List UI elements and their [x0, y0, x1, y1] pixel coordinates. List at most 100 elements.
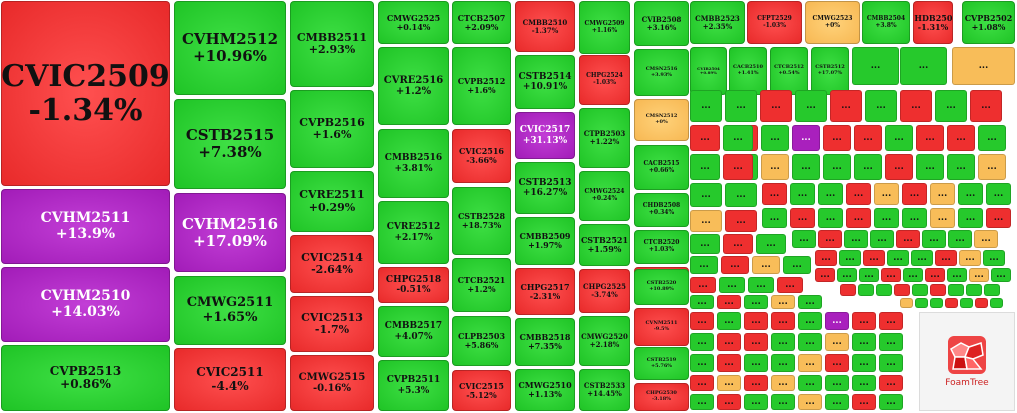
- small-tile[interactable]: ...: [717, 354, 741, 372]
- small-tile[interactable]: ...: [771, 354, 795, 372]
- small-tile[interactable]: ...: [852, 375, 876, 391]
- small-tile[interactable]: ...: [852, 354, 876, 372]
- tile-chpg2524[interactable]: CHPG2524 -1.03%: [579, 55, 630, 105]
- small-tile[interactable]: ...: [760, 90, 792, 122]
- tile-cvic2511[interactable]: CVIC2511 -4.4%: [174, 348, 286, 411]
- small-tile[interactable]: ...: [761, 125, 789, 151]
- small-tile[interactable]: ...: [969, 268, 989, 282]
- tile-cvpb2511[interactable]: CVPB2511 +5.3%: [378, 360, 449, 411]
- tile-cstb2520[interactable]: CSTB2520 +10.89%: [634, 269, 689, 305]
- small-tile[interactable]: ...: [959, 250, 981, 266]
- tile-cvre2511[interactable]: CVRE2511 +0.29%: [290, 171, 374, 232]
- small-tile[interactable]: ...: [798, 354, 822, 372]
- small-tile[interactable]: ...: [690, 354, 714, 372]
- small-tile[interactable]: ...: [798, 375, 822, 391]
- tile-cvhm2512[interactable]: CVHM2512 +10.96%: [174, 1, 286, 95]
- small-tile[interactable]: [912, 284, 928, 296]
- tile-cmbb2517[interactable]: CMBB2517 +4.07%: [378, 306, 449, 357]
- tile-cstb2533[interactable]: CSTB2533 +14.45%: [579, 369, 630, 411]
- small-tile[interactable]: ...: [798, 295, 822, 309]
- small-tile[interactable]: ...: [783, 256, 811, 274]
- small-tile[interactable]: ...: [837, 268, 857, 282]
- tile-cmbb2518[interactable]: CMBB2518 +7.35%: [515, 318, 575, 366]
- small-tile[interactable]: ...: [748, 277, 774, 293]
- small-tile[interactable]: ...: [935, 90, 967, 122]
- tile-chpg2517[interactable]: CHPG2517 -2.31%: [515, 268, 575, 315]
- small-tile[interactable]: ...: [922, 230, 946, 248]
- tile-cvhm2516[interactable]: CVHM2516 +17.09%: [174, 193, 286, 272]
- small-tile[interactable]: ...: [723, 125, 753, 151]
- small-tile[interactable]: ...: [762, 208, 787, 228]
- tile-cmbb2504[interactable]: CMBB2504 +3.8%: [862, 1, 910, 44]
- small-tile[interactable]: ...: [947, 268, 967, 282]
- tile-cstb2528[interactable]: CSTB2528 +18.73%: [452, 187, 511, 255]
- tile-cvpb2513[interactable]: CVPB2513 +0.86%: [1, 345, 170, 411]
- tile-cmwg2523[interactable]: CMWG2523 +0%: [805, 1, 860, 44]
- small-tile[interactable]: ...: [790, 183, 815, 205]
- tile-cmbb2523[interactable]: CMBB2523 +2.35%: [690, 1, 745, 44]
- tile-cmwg2524[interactable]: CMWG2524 +0.24%: [579, 171, 630, 221]
- small-tile[interactable]: ...: [815, 250, 837, 266]
- small-tile[interactable]: ...: [690, 154, 720, 180]
- tile-cmbb2511[interactable]: CMBB2511 +2.93%: [290, 1, 374, 87]
- tile-cvhm2511[interactable]: CVHM2511 +13.9%: [1, 189, 170, 264]
- small-tile[interactable]: ...: [815, 268, 835, 282]
- tile-cvib2508[interactable]: CVIB2508 +3.16%: [634, 1, 689, 46]
- small-tile[interactable]: ...: [930, 183, 955, 205]
- small-tile[interactable]: ...: [902, 208, 927, 228]
- tile-cacb2515[interactable]: CACB2515 +0.66%: [634, 145, 689, 190]
- small-tile[interactable]: ...: [916, 154, 944, 180]
- tile-chpg2525[interactable]: CHPG2525 -3.74%: [579, 269, 630, 313]
- tile-cmwg2515[interactable]: CMWG2515 -0.16%: [290, 355, 374, 411]
- small-tile[interactable]: ...: [885, 125, 913, 151]
- small-tile[interactable]: ...: [902, 183, 927, 205]
- tile-cstb2514[interactable]: CSTB2514 +10.91%: [515, 55, 575, 109]
- small-tile[interactable]: ...: [690, 375, 714, 391]
- small-tile[interactable]: ...: [887, 250, 909, 266]
- small-tile[interactable]: ...: [952, 47, 1015, 85]
- small-tile[interactable]: ...: [978, 125, 1006, 151]
- small-tile[interactable]: ...: [690, 256, 718, 274]
- tile-cvic2517[interactable]: CVIC2517 +31.13%: [515, 112, 575, 159]
- tile-chdb2508[interactable]: CHDB2508 +0.34%: [634, 193, 689, 227]
- small-tile[interactable]: ...: [752, 256, 780, 274]
- small-tile[interactable]: ...: [881, 268, 901, 282]
- small-tile[interactable]: ...: [865, 90, 897, 122]
- small-tile[interactable]: [975, 298, 988, 308]
- small-tile[interactable]: [840, 284, 856, 296]
- tile-cvic2514[interactable]: CVIC2514 -2.64%: [290, 235, 374, 293]
- small-tile[interactable]: ...: [761, 154, 789, 180]
- small-tile[interactable]: ...: [825, 375, 849, 391]
- small-tile[interactable]: ...: [879, 394, 903, 410]
- tile-cmbb2516[interactable]: CMBB2516 +3.81%: [378, 129, 449, 198]
- tile-cstb2521[interactable]: CSTB2521 +1.59%: [579, 224, 630, 266]
- small-tile[interactable]: ...: [725, 210, 757, 232]
- small-tile[interactable]: ...: [830, 90, 862, 122]
- small-tile[interactable]: ...: [717, 333, 741, 351]
- small-tile[interactable]: ...: [930, 208, 955, 228]
- tile-cmwg2525[interactable]: CMWG2525 +0.14%: [378, 1, 449, 44]
- tile-cmbb2509[interactable]: CMBB2509 +1.97%: [515, 217, 575, 265]
- small-tile[interactable]: [966, 284, 982, 296]
- small-tile[interactable]: ...: [723, 154, 753, 180]
- small-tile[interactable]: ...: [823, 154, 851, 180]
- small-tile[interactable]: ...: [690, 234, 720, 254]
- small-tile[interactable]: ...: [771, 295, 795, 309]
- small-tile[interactable]: ...: [771, 333, 795, 351]
- tile-cvic2513[interactable]: CVIC2513 -1.7%: [290, 296, 374, 352]
- tile-cvhm2510[interactable]: CVHM2510 +14.03%: [1, 267, 170, 342]
- small-tile[interactable]: [960, 298, 973, 308]
- small-tile[interactable]: [858, 284, 874, 296]
- tile-cstb2519[interactable]: CSTB2519 +5.76%: [634, 347, 689, 380]
- small-tile[interactable]: ...: [935, 250, 957, 266]
- small-tile[interactable]: ...: [825, 333, 849, 351]
- small-tile[interactable]: ...: [790, 208, 815, 228]
- small-tile[interactable]: ...: [825, 394, 849, 410]
- small-tile[interactable]: ...: [744, 333, 768, 351]
- tile-ctpb2503[interactable]: CTPB2503 +1.22%: [579, 108, 630, 168]
- small-tile[interactable]: ...: [818, 208, 843, 228]
- small-tile[interactable]: ...: [719, 277, 745, 293]
- small-tile[interactable]: ...: [825, 354, 849, 372]
- small-tile[interactable]: ...: [771, 375, 795, 391]
- tile-cvpb2512[interactable]: CVPB2512 +1.6%: [452, 47, 511, 125]
